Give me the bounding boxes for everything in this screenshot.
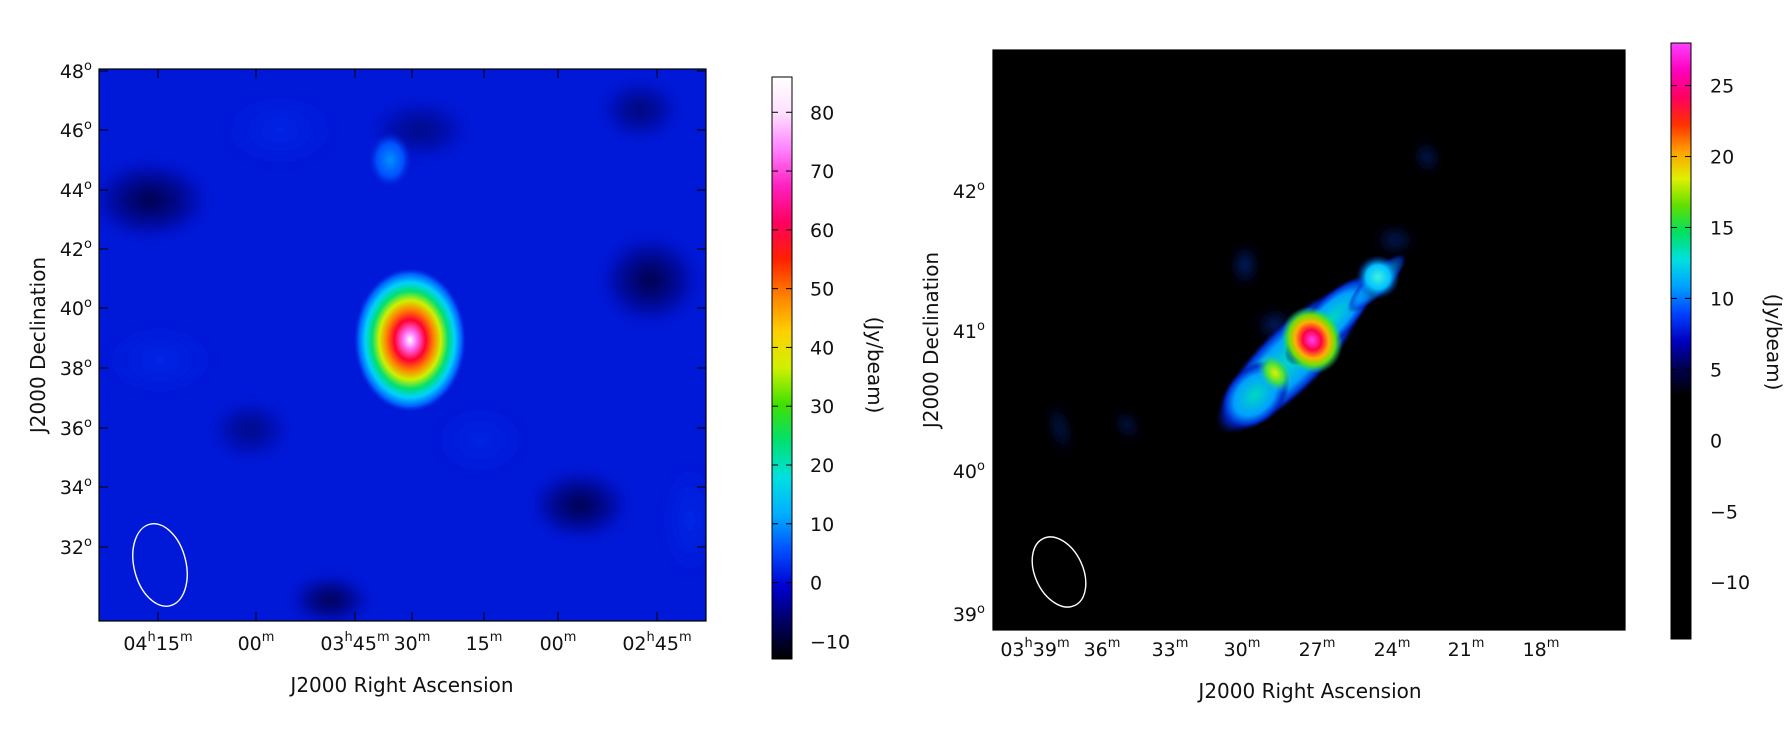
x-tick-label: 03h39m [1000, 636, 1069, 661]
central-peak [1281, 306, 1343, 374]
y-tick-label: 42o [60, 237, 92, 261]
colorbar-tick-label: −5 [1710, 501, 1738, 523]
colorbar-tick-label: 25 [1710, 76, 1734, 98]
colorbar-tick-label: 20 [810, 455, 834, 477]
right-image-plot: 03h39m 36m 33m 30m 27m 24m 21m 18m 39o 40o 41o 42o… [919, 42, 1786, 703]
lower-knot [1256, 352, 1294, 394]
colorbar-tick-label: 10 [1710, 288, 1734, 310]
y-tick-label: 40o [60, 296, 92, 320]
left-colorbar: −10 0 10 20 30 40 50 60 70 80 (Jy/beam) [771, 76, 887, 660]
x-tick-label: 33m [1152, 636, 1189, 661]
colorbar-tick-label: 60 [810, 220, 834, 242]
x-tick-label: 21m [1448, 636, 1485, 661]
colorbar-tick-label: 40 [810, 337, 834, 359]
x-tick-label: 02h45m [622, 630, 691, 655]
x-tick-label: 24m [1374, 636, 1411, 661]
y-tick-label: 34o [60, 475, 92, 499]
faint-blob-top [1416, 141, 1438, 173]
right-y-tick-labels: 39o 40o 41o 42o [953, 179, 985, 626]
colorbar-tick-label: 0 [1710, 430, 1722, 452]
colorbar-tick-label: 20 [1710, 147, 1734, 169]
y-tick-label: 36o [60, 416, 92, 440]
right-heatmap [993, 50, 1625, 630]
y-tick-label: 40o [953, 459, 985, 483]
x-tick-label: 27m [1299, 636, 1336, 661]
y-tick-label: 32o [60, 535, 92, 559]
upper-knot [1356, 255, 1400, 299]
right-axes-frame [992, 49, 1626, 631]
right-colorbar-gradient [1670, 42, 1692, 640]
left-axes-frame [98, 68, 707, 622]
colorbar-tick-label: 0 [810, 573, 822, 595]
colorbar-tick-label: −10 [1710, 572, 1750, 594]
left-x-tick-labels: 04h15m 00m 03h45m 30m 15m 00m 02h45m [123, 630, 691, 655]
right-colorbar: −10 −5 0 5 10 15 20 25 (Jy/beam) [1670, 42, 1786, 640]
colorbar-tick-label: −10 [810, 631, 850, 653]
colorbar-tick-label: 10 [810, 514, 834, 536]
left-x-axis-label: J2000 Right Ascension [288, 673, 513, 697]
x-tick-label: 30m [394, 630, 431, 655]
left-beam-ellipse [132, 523, 188, 607]
x-tick-label: 36m [1084, 636, 1121, 661]
left-y-tick-labels: 32o 34o 36o 38o 40o 42o 44o 46o 48o [60, 59, 92, 559]
x-tick-label: 00m [238, 630, 275, 655]
left-colorbar-label: (Jy/beam) [863, 317, 887, 414]
left-heatmap [99, 69, 706, 621]
left-colorbar-ticks: −10 0 10 20 30 40 50 60 70 80 [772, 102, 850, 653]
x-tick-label: 00m [540, 630, 577, 655]
y-tick-label: 38o [60, 356, 92, 380]
y-tick-label: 46o [60, 118, 92, 142]
right-colorbar-ticks: −10 −5 0 5 10 15 20 25 [1671, 76, 1750, 594]
right-beam-ellipse [1031, 536, 1087, 608]
right-x-axis-label: J2000 Right Ascension [1196, 679, 1421, 703]
y-tick-label: 42o [953, 179, 985, 203]
colorbar-tick-label: 70 [810, 161, 834, 183]
x-tick-label: 04h15m [123, 630, 192, 655]
right-y-axis-label: J2000 Declination [919, 252, 943, 430]
x-tick-label: 03h45m [320, 630, 389, 655]
left-image-plot: 04h15m 00m 03h45m 30m 15m 00m 02h45m 32o 34o 36o… [26, 59, 887, 697]
colorbar-tick-label: 80 [810, 102, 834, 124]
colorbar-tick-label: 50 [810, 279, 834, 301]
main-source [354, 268, 466, 412]
x-tick-label: 15m [466, 630, 503, 655]
y-tick-label: 44o [60, 178, 92, 202]
colorbar-tick-label: 30 [810, 396, 834, 418]
y-tick-label: 39o [953, 602, 985, 626]
x-tick-label: 30m [1224, 636, 1261, 661]
left-y-axis-label: J2000 Declination [26, 257, 50, 435]
faint-blob-left [1234, 243, 1256, 287]
x-tick-label: 18m [1523, 636, 1560, 661]
colorbar-tick-label: 5 [1710, 359, 1722, 381]
y-tick-label: 48o [60, 59, 92, 83]
secondary-source [368, 132, 412, 188]
right-colorbar-label: (Jy/beam) [1762, 294, 1786, 391]
colorbar-tick-label: 15 [1710, 217, 1734, 239]
left-colorbar-gradient [771, 76, 793, 660]
right-x-tick-labels: 03h39m 36m 33m 30m 27m 24m 21m 18m [1000, 636, 1559, 661]
y-tick-label: 41o [953, 319, 985, 343]
